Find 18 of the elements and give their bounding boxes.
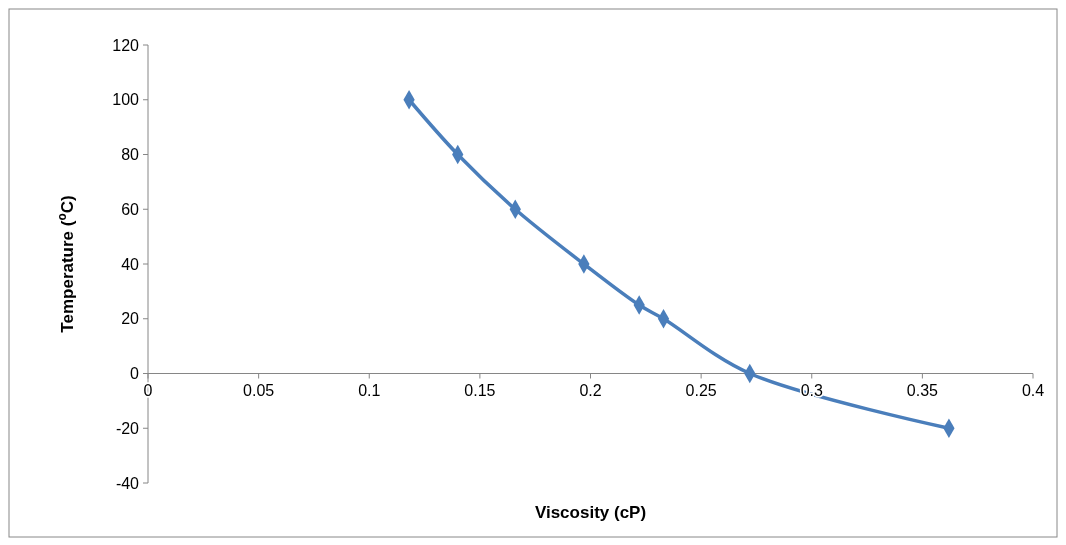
- y-tick-label: 100: [112, 91, 140, 109]
- x-tick-label: 0.1: [358, 381, 381, 399]
- y-tick-label: 80: [121, 146, 140, 164]
- x-tick-label: 0.25: [685, 381, 717, 399]
- x-tick-label: 0.2: [579, 381, 602, 399]
- x-axis-title: Viscosity (cP): [534, 503, 647, 522]
- x-tick-label: 0.35: [906, 381, 939, 399]
- y-tick-label: -20: [115, 419, 140, 437]
- x-tick-label: 0: [143, 381, 153, 399]
- x-tick-label: 0.4: [1021, 381, 1045, 399]
- y-tick-label: -40: [115, 474, 140, 492]
- y-tick-label: 120: [112, 36, 140, 54]
- x-tick-label: 0.15: [464, 381, 496, 399]
- x-tick-label: 0.05: [243, 381, 275, 399]
- y-tick-label: 20: [121, 310, 140, 328]
- y-tick-label: 0: [130, 365, 140, 383]
- y-tick-label: 40: [121, 255, 140, 273]
- y-tick-label: 60: [121, 200, 140, 218]
